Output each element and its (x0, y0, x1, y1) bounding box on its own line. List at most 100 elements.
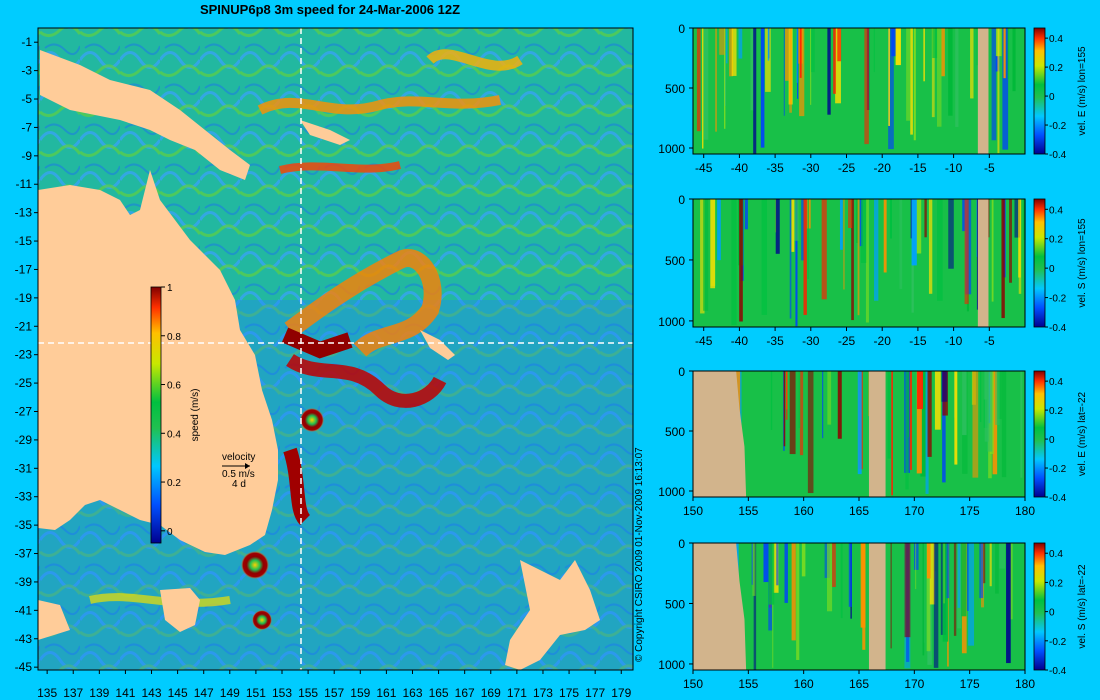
map-x-tick-label: 177 (585, 686, 605, 700)
velocity-streak (696, 28, 701, 132)
section-x-tick-label: -15 (909, 161, 927, 175)
map-y-tick-label: -23 (15, 348, 33, 362)
velocity-streak (1007, 28, 1010, 80)
velocity-streak (888, 28, 890, 126)
speed-colorbar-tick-label: 0.8 (167, 332, 181, 343)
velocity-streak (761, 199, 768, 315)
seabed-patch (868, 371, 886, 497)
velocity-streak (801, 199, 805, 261)
section-x-tick-label: 175 (960, 504, 980, 518)
map-y-tick-label: -43 (15, 632, 33, 646)
velocity-streak (752, 543, 756, 596)
map-y-tick-label: -25 (15, 376, 33, 390)
velocity-streak (763, 543, 769, 583)
velocity-streak (968, 543, 975, 646)
velocity-streak (934, 371, 941, 430)
velocity-streak (796, 28, 798, 83)
velocity-streak (839, 199, 843, 250)
velocity-streak (703, 28, 709, 140)
velocity-streak (799, 371, 804, 456)
velocity-streak (702, 28, 704, 149)
velocity-streak (967, 543, 969, 611)
map-y-tick-label: -1 (21, 35, 32, 49)
section-y-tick-label: 0 (678, 537, 685, 551)
map-x-tick-label: 167 (455, 686, 475, 700)
velocity-streak (920, 371, 926, 477)
current-jets (89, 49, 523, 630)
velocity-streak (891, 371, 893, 496)
section-x-tick-label: -10 (945, 161, 963, 175)
velocity-streak (857, 199, 860, 316)
section-colorbar-tick-label: -0.4 (1049, 666, 1067, 677)
velocity-streak (987, 371, 993, 452)
section-x-tick-label: 160 (794, 677, 814, 691)
velocity-streak (726, 28, 728, 64)
velocity-streak (948, 28, 953, 116)
section-x-tick-label: -30 (802, 161, 820, 175)
section-x-tick-label: 180 (1015, 677, 1035, 691)
velocity-key-speed: 0.5 m/s (222, 469, 255, 480)
velocity-key-arrowhead (245, 463, 250, 469)
velocity-streak (942, 543, 949, 642)
velocity-streak (989, 543, 992, 587)
velocity-streak (822, 371, 824, 439)
seabed-profile (693, 371, 747, 497)
velocity-streak (799, 28, 805, 117)
velocity-streak (1020, 371, 1023, 478)
velocity-streak (738, 28, 743, 59)
solomon-islands-land (300, 120, 350, 145)
velocity-streak (923, 28, 926, 82)
speed-colorbar-ticks: 1 0.8 0.6 0.4 0.2 0 (161, 283, 181, 538)
velocity-streak (961, 543, 967, 617)
velocity-streak (926, 543, 931, 579)
velocity-streak (784, 543, 788, 603)
tasmania-land (160, 588, 200, 632)
map-x-tick-label: 153 (272, 686, 292, 700)
velocity-streak (783, 371, 786, 447)
map-y-tick-label: -35 (15, 518, 33, 532)
section-x-tick-label: 155 (738, 677, 758, 691)
new-guinea-land (40, 50, 250, 180)
map-x-tick-label: 145 (168, 686, 188, 700)
velocity-streak (907, 371, 909, 438)
section-x-tick-label: 150 (683, 677, 703, 691)
velocity-streak (832, 543, 836, 588)
section-x-tick-label: 160 (794, 504, 814, 518)
section-y-tick-label: 1000 (658, 142, 685, 156)
velocity-streak (767, 28, 770, 61)
velocity-streak (1003, 28, 1006, 79)
map-y-tick-label: -21 (15, 319, 33, 333)
velocity-streak (937, 199, 943, 301)
map-x-axis: 135 137 139 141 143 145 147 149 151 153 155 157 159 1… (37, 670, 632, 700)
map-y-tick-label: -33 (15, 490, 33, 504)
velocity-streak (739, 199, 743, 322)
velocity-streak (915, 199, 922, 254)
section-y-tick-label: 500 (665, 597, 685, 611)
section-x-tick-label: 175 (960, 677, 980, 691)
speed-colorbar: 1 0.8 0.6 0.4 0.2 0 speed (m/s) (150, 283, 201, 544)
sw-land (38, 600, 70, 640)
velocity-streak (789, 28, 792, 113)
map-x-tick-label: 135 (37, 686, 57, 700)
seabed-patch (868, 543, 886, 670)
section-y-tick-label: 500 (665, 82, 685, 96)
velocity-streak (848, 543, 852, 607)
velocity-streak (916, 371, 922, 474)
velocity-streak (891, 28, 897, 57)
velocity-streak (984, 371, 989, 442)
section-x-tick-label: 165 (849, 677, 869, 691)
velocity-streak (840, 543, 843, 619)
map-y-tick-label: -7 (21, 120, 32, 134)
velocity-streak (1001, 371, 1007, 478)
section-y-tick-label: 1000 (658, 658, 685, 672)
section-x-tick-label: 150 (683, 504, 703, 518)
map-y-tick-label: -9 (21, 149, 32, 163)
section-x-tick-label: -5 (984, 161, 995, 175)
velocity-streak (936, 28, 942, 127)
section-colorbar (1033, 27, 1046, 155)
velocity-streak (906, 28, 911, 121)
velocity-streak (724, 28, 726, 129)
map-y-tick-label: -11 (16, 177, 33, 191)
map-x-tick-label: 161 (376, 686, 396, 700)
section-colorbar-tick-label: 0.2 (1049, 578, 1063, 589)
